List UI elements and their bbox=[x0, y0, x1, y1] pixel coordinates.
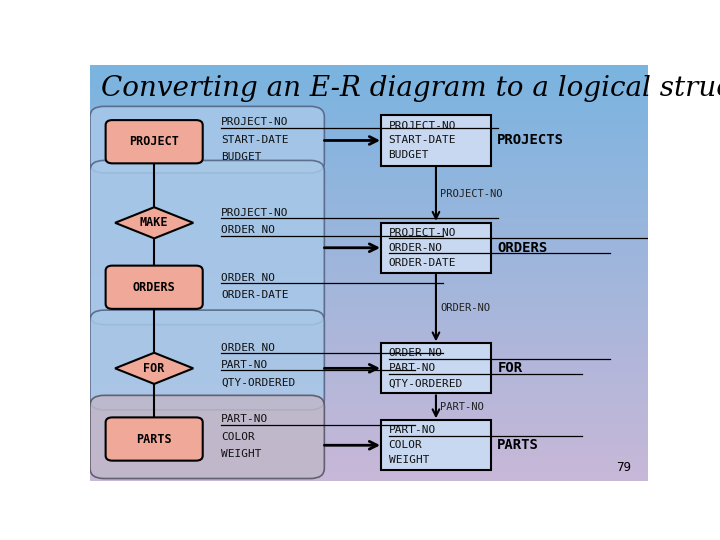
Text: ORDERS: ORDERS bbox=[498, 241, 548, 255]
Text: BUDGET: BUDGET bbox=[389, 151, 429, 160]
Text: PROJECT-NO: PROJECT-NO bbox=[221, 208, 289, 218]
Text: ORDER NO: ORDER NO bbox=[221, 225, 275, 235]
Text: FOR: FOR bbox=[143, 362, 165, 375]
Text: ORDER-NO: ORDER-NO bbox=[389, 243, 443, 253]
FancyBboxPatch shape bbox=[106, 417, 203, 461]
Text: ORDER-NO: ORDER-NO bbox=[389, 348, 443, 359]
Text: ORDER NO: ORDER NO bbox=[221, 342, 275, 353]
Text: ORDER NO: ORDER NO bbox=[221, 273, 275, 282]
Text: MAKE: MAKE bbox=[140, 217, 168, 230]
Text: ORDER-DATE: ORDER-DATE bbox=[221, 290, 289, 300]
FancyBboxPatch shape bbox=[90, 106, 324, 173]
Text: ORDER-NO: ORDER-NO bbox=[441, 303, 490, 313]
Text: PARTS: PARTS bbox=[136, 433, 172, 446]
Text: COLOR: COLOR bbox=[221, 432, 255, 442]
Text: PART-NO: PART-NO bbox=[221, 415, 269, 424]
Text: PART-NO: PART-NO bbox=[389, 363, 436, 373]
Text: PROJECTS: PROJECTS bbox=[498, 133, 564, 147]
Text: BUDGET: BUDGET bbox=[221, 152, 261, 162]
FancyBboxPatch shape bbox=[382, 420, 490, 470]
Text: COLOR: COLOR bbox=[389, 440, 422, 450]
Text: PARTS: PARTS bbox=[498, 438, 539, 453]
FancyBboxPatch shape bbox=[90, 160, 324, 325]
Text: START-DATE: START-DATE bbox=[389, 136, 456, 145]
Text: PROJECT: PROJECT bbox=[129, 135, 179, 148]
Text: PROJECT-NO: PROJECT-NO bbox=[441, 189, 503, 199]
Text: WEIGHT: WEIGHT bbox=[389, 455, 429, 465]
FancyBboxPatch shape bbox=[90, 395, 324, 478]
Text: PART-NO: PART-NO bbox=[441, 402, 484, 412]
Polygon shape bbox=[115, 207, 193, 238]
Text: PART-NO: PART-NO bbox=[221, 360, 269, 370]
FancyBboxPatch shape bbox=[382, 343, 490, 394]
Text: PROJECT-NO: PROJECT-NO bbox=[389, 228, 456, 238]
Text: Converting an E-R diagram to a logical structure: Converting an E-R diagram to a logical s… bbox=[101, 75, 720, 102]
Text: 79: 79 bbox=[616, 461, 631, 474]
Text: PART-NO: PART-NO bbox=[389, 426, 436, 435]
Text: QTY-ORDERED: QTY-ORDERED bbox=[221, 377, 295, 388]
FancyBboxPatch shape bbox=[382, 222, 490, 273]
FancyBboxPatch shape bbox=[90, 310, 324, 410]
Text: PROJECT-NO: PROJECT-NO bbox=[389, 120, 456, 131]
FancyBboxPatch shape bbox=[382, 116, 490, 166]
Text: FOR: FOR bbox=[498, 361, 523, 375]
Text: PROJECT-NO: PROJECT-NO bbox=[221, 117, 289, 127]
Text: ORDERS: ORDERS bbox=[132, 281, 176, 294]
Text: WEIGHT: WEIGHT bbox=[221, 449, 261, 460]
Text: ORDER-DATE: ORDER-DATE bbox=[389, 258, 456, 268]
Text: QTY-ORDERED: QTY-ORDERED bbox=[389, 379, 463, 388]
Polygon shape bbox=[115, 353, 193, 384]
Text: START-DATE: START-DATE bbox=[221, 134, 289, 145]
FancyBboxPatch shape bbox=[106, 120, 203, 163]
FancyBboxPatch shape bbox=[106, 266, 203, 309]
